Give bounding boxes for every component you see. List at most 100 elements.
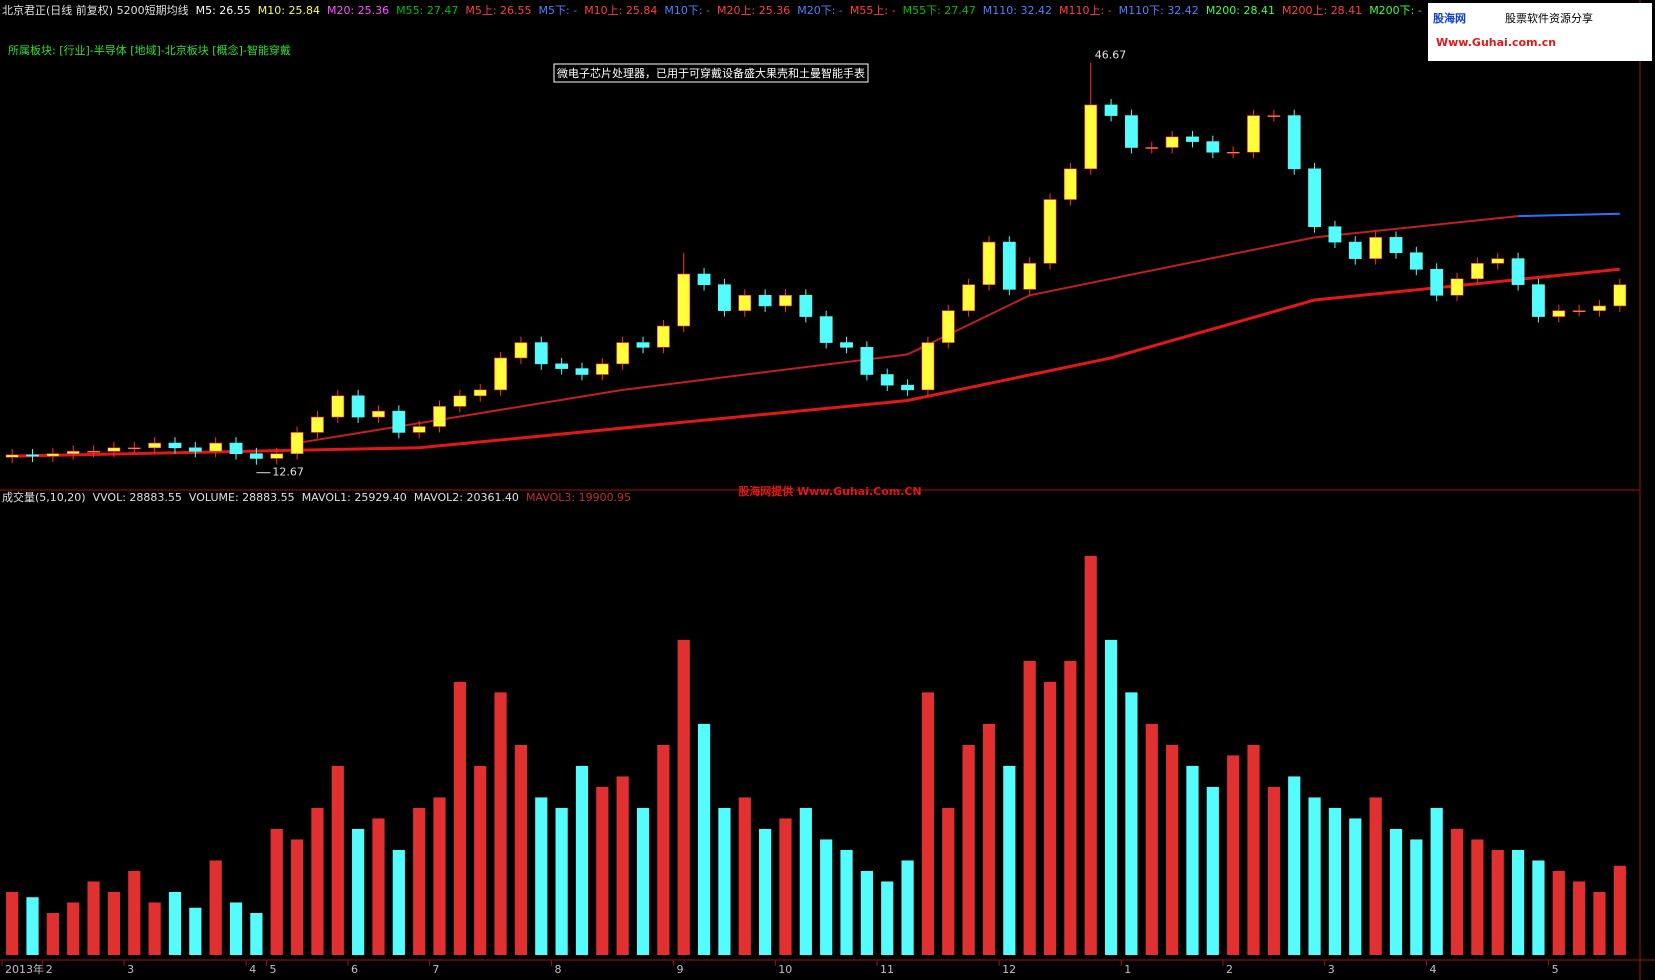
volume-bar — [881, 881, 894, 955]
candle-body — [1409, 252, 1423, 270]
candle-body — [453, 395, 467, 407]
candle-body — [26, 454, 39, 457]
candle-body — [534, 342, 548, 365]
header-item: M20下: - — [797, 4, 843, 17]
x-tick-label: 12 — [1002, 963, 1016, 976]
volume-bar — [1450, 828, 1464, 955]
volume-bar — [697, 723, 711, 955]
candle-body — [697, 273, 711, 285]
candle-body — [718, 284, 731, 311]
candle-body — [738, 294, 752, 311]
candle-body — [331, 395, 345, 418]
candle-body — [799, 294, 813, 317]
candle-body — [1572, 310, 1586, 312]
volume-bar — [474, 765, 487, 955]
x-tick-label: 1 — [1124, 963, 1131, 976]
volume-bar — [189, 907, 202, 955]
volume-bar — [860, 870, 873, 955]
candle-body — [1063, 168, 1077, 200]
volume-bar — [982, 723, 996, 955]
candle-body — [575, 368, 589, 375]
candle-body — [1491, 258, 1505, 264]
x-tick-label: 2013年 — [5, 962, 44, 976]
candle-body — [1186, 136, 1199, 142]
header-item: M5上: 26.55 — [465, 4, 531, 17]
logo-slogan: 股票软件资源分享 — [1505, 11, 1593, 25]
volume-bar — [718, 807, 731, 955]
candle-body — [860, 347, 874, 375]
volume-bar — [901, 860, 914, 955]
candle-body — [1023, 263, 1037, 290]
volume-bar — [1267, 786, 1280, 955]
candle-body — [514, 342, 528, 359]
volume-bar — [209, 860, 222, 955]
volume-bar — [535, 797, 548, 955]
volume-bar — [1430, 807, 1443, 955]
annotation: 微电子芯片处理器，已用于可穿戴设备盛大果壳和土曼智能手表 — [557, 66, 865, 80]
candle-body — [1470, 263, 1484, 280]
header-item: M55: 27.47 — [396, 4, 458, 17]
candle-body — [1145, 147, 1159, 149]
volume-bar — [921, 692, 935, 955]
header-item: M5下: - — [539, 4, 578, 17]
volume-bar — [494, 692, 507, 955]
volume-bar — [1369, 797, 1382, 955]
volume-bar — [1573, 881, 1586, 955]
volume-bar — [779, 818, 792, 955]
x-tick-label: 6 — [351, 963, 358, 976]
candle-body — [87, 451, 100, 453]
header-item: M110下: 32.42 — [1119, 4, 1199, 17]
header-item: M20: 25.36 — [327, 4, 389, 17]
ma-line — [1518, 212, 1620, 218]
candle-body — [433, 406, 446, 427]
x-tick-label: 2 — [46, 963, 53, 976]
candle-body — [372, 410, 385, 418]
header-item: M200: 28.41 — [1206, 4, 1275, 17]
logo-name: 股海网 — [1433, 11, 1466, 25]
x-tick-label: 5 — [270, 963, 277, 976]
volume-bar — [962, 744, 975, 955]
volume-bar — [1003, 765, 1016, 955]
x-tick-label: 10 — [778, 963, 792, 976]
volume-bar — [555, 807, 568, 955]
header-item: VVOL: 28883.55 — [93, 491, 182, 504]
candle-body — [1287, 115, 1301, 170]
volume-bar — [392, 849, 405, 955]
volume-bar — [1104, 639, 1118, 955]
candle-body — [46, 453, 60, 457]
volume-bar — [290, 839, 304, 955]
candle-body — [779, 294, 792, 307]
volume-bar — [1328, 807, 1342, 955]
candle-body — [1511, 258, 1525, 285]
volume-bar — [453, 681, 466, 955]
volume-bar — [352, 828, 365, 955]
candle-body — [1389, 237, 1403, 254]
volume-bar — [128, 870, 141, 955]
candle-body — [819, 316, 833, 343]
header-item: M55下: 27.47 — [903, 4, 976, 17]
candle-body — [412, 426, 426, 433]
candle-body — [1165, 136, 1179, 148]
logo-box — [1428, 3, 1652, 61]
header-item: M200下: - — [1369, 4, 1422, 17]
volume-bar — [107, 891, 121, 955]
volume-bar — [1491, 849, 1504, 955]
volume-bar — [1125, 692, 1138, 955]
volume-bar — [636, 807, 650, 955]
volume-bar — [413, 807, 426, 955]
header-item: VOLUME: 28883.55 — [189, 491, 295, 504]
volume-bar — [87, 881, 100, 955]
candle-body — [229, 442, 243, 455]
x-tick-label: 4 — [1430, 963, 1437, 976]
volume-bar — [1471, 839, 1484, 955]
candle-body — [1002, 241, 1016, 290]
volume-bar — [1145, 723, 1158, 955]
volume-bar — [1023, 660, 1036, 955]
candle-body — [1552, 310, 1566, 317]
candle-body — [1267, 115, 1281, 117]
volume-bar — [1064, 660, 1077, 955]
x-tick-label: 8 — [554, 963, 561, 976]
candle-body — [1532, 284, 1545, 317]
volume-bar — [677, 639, 690, 955]
